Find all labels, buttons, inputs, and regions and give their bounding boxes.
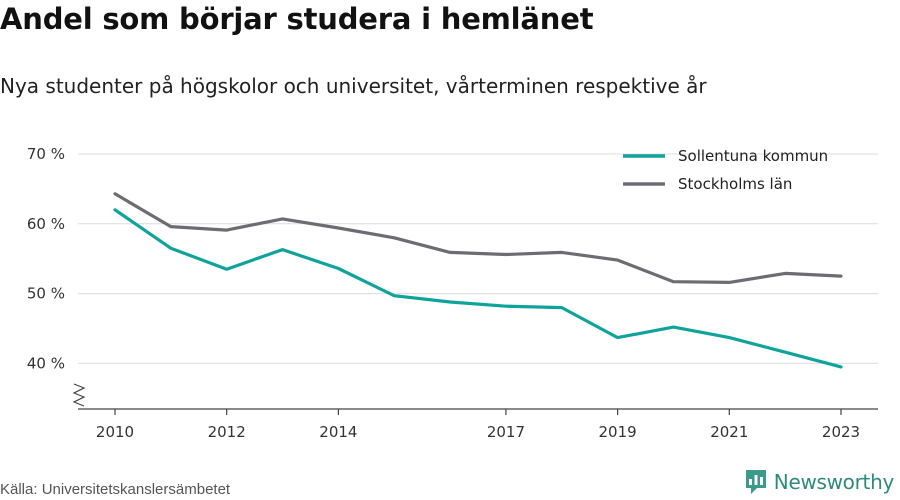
x-tick-label: 2014 bbox=[319, 423, 357, 441]
legend-label: Sollentuna kommun bbox=[678, 147, 828, 165]
y-tick-label: 40 % bbox=[27, 354, 65, 372]
legend: Sollentuna kommun Stockholms län bbox=[623, 147, 828, 193]
chart-subtitle: Nya studenter på högskolor och universit… bbox=[0, 74, 707, 98]
gridlines: 40 % 50 % 60 % 70 % bbox=[27, 145, 878, 372]
x-tick-label: 2023 bbox=[822, 423, 860, 441]
newsworthy-logo-icon bbox=[745, 470, 766, 494]
series-line bbox=[113, 208, 843, 369]
series-line bbox=[113, 192, 843, 284]
source-note: Källa: Universitetskanslersämbetet bbox=[0, 481, 231, 498]
y-tick-label: 70 % bbox=[27, 145, 65, 163]
x-tick-label: 2021 bbox=[710, 423, 748, 441]
chart-title: Andel som börjar studera i hemlänet bbox=[0, 2, 594, 36]
series-lines bbox=[113, 192, 843, 369]
x-tick-label: 2010 bbox=[96, 423, 134, 441]
y-tick-label: 50 % bbox=[27, 285, 65, 303]
legend-label: Stockholms län bbox=[678, 175, 792, 193]
axis-break-icon bbox=[72, 383, 86, 407]
x-tick-label: 2019 bbox=[599, 423, 637, 441]
x-axis: 2010 2012 2014 2017 2019 2021 2023 bbox=[72, 383, 878, 441]
x-tick-label: 2012 bbox=[208, 423, 246, 441]
brand: Newsworthy bbox=[744, 468, 894, 496]
brand-name: Newsworthy bbox=[773, 470, 895, 494]
x-tick-label: 2017 bbox=[487, 423, 525, 441]
y-tick-label: 60 % bbox=[27, 215, 65, 233]
